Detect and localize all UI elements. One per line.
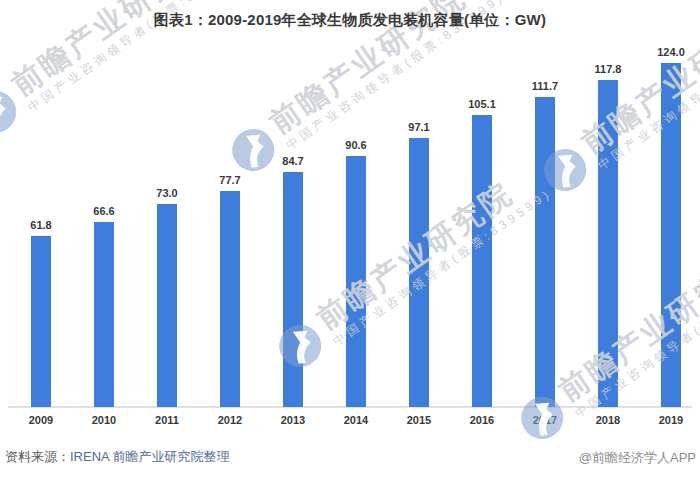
x-axis-label: 2012 [199, 414, 261, 426]
source-note: 资料来源：IRENA 前瞻产业研究院整理 [5, 448, 230, 466]
x-axis-labels: 2009201020112012201320142015201620172018… [0, 0, 700, 477]
source-label: 资料来源： [5, 449, 70, 464]
x-axis-label: 2014 [325, 414, 387, 426]
x-axis-label: 2011 [136, 414, 198, 426]
chart-title: 图表1：2009-2019年全球生物质发电装机容量(单位：GW) [0, 11, 700, 30]
x-axis-label: 2010 [73, 414, 135, 426]
chart-canvas: 图表1：2009-2019年全球生物质发电装机容量(单位：GW) 61.866.… [0, 0, 700, 477]
x-axis-label: 2015 [388, 414, 450, 426]
x-axis-label: 2019 [640, 414, 700, 426]
x-axis-label: 2013 [262, 414, 324, 426]
x-axis-label: 2009 [10, 414, 72, 426]
x-axis-label: 2017 [514, 414, 576, 426]
x-axis-label: 2018 [577, 414, 639, 426]
source-text: IRENA 前瞻产业研究院整理 [70, 449, 230, 464]
social-handle: @前瞻经济学人APP [579, 449, 696, 467]
x-axis-label: 2016 [451, 414, 513, 426]
